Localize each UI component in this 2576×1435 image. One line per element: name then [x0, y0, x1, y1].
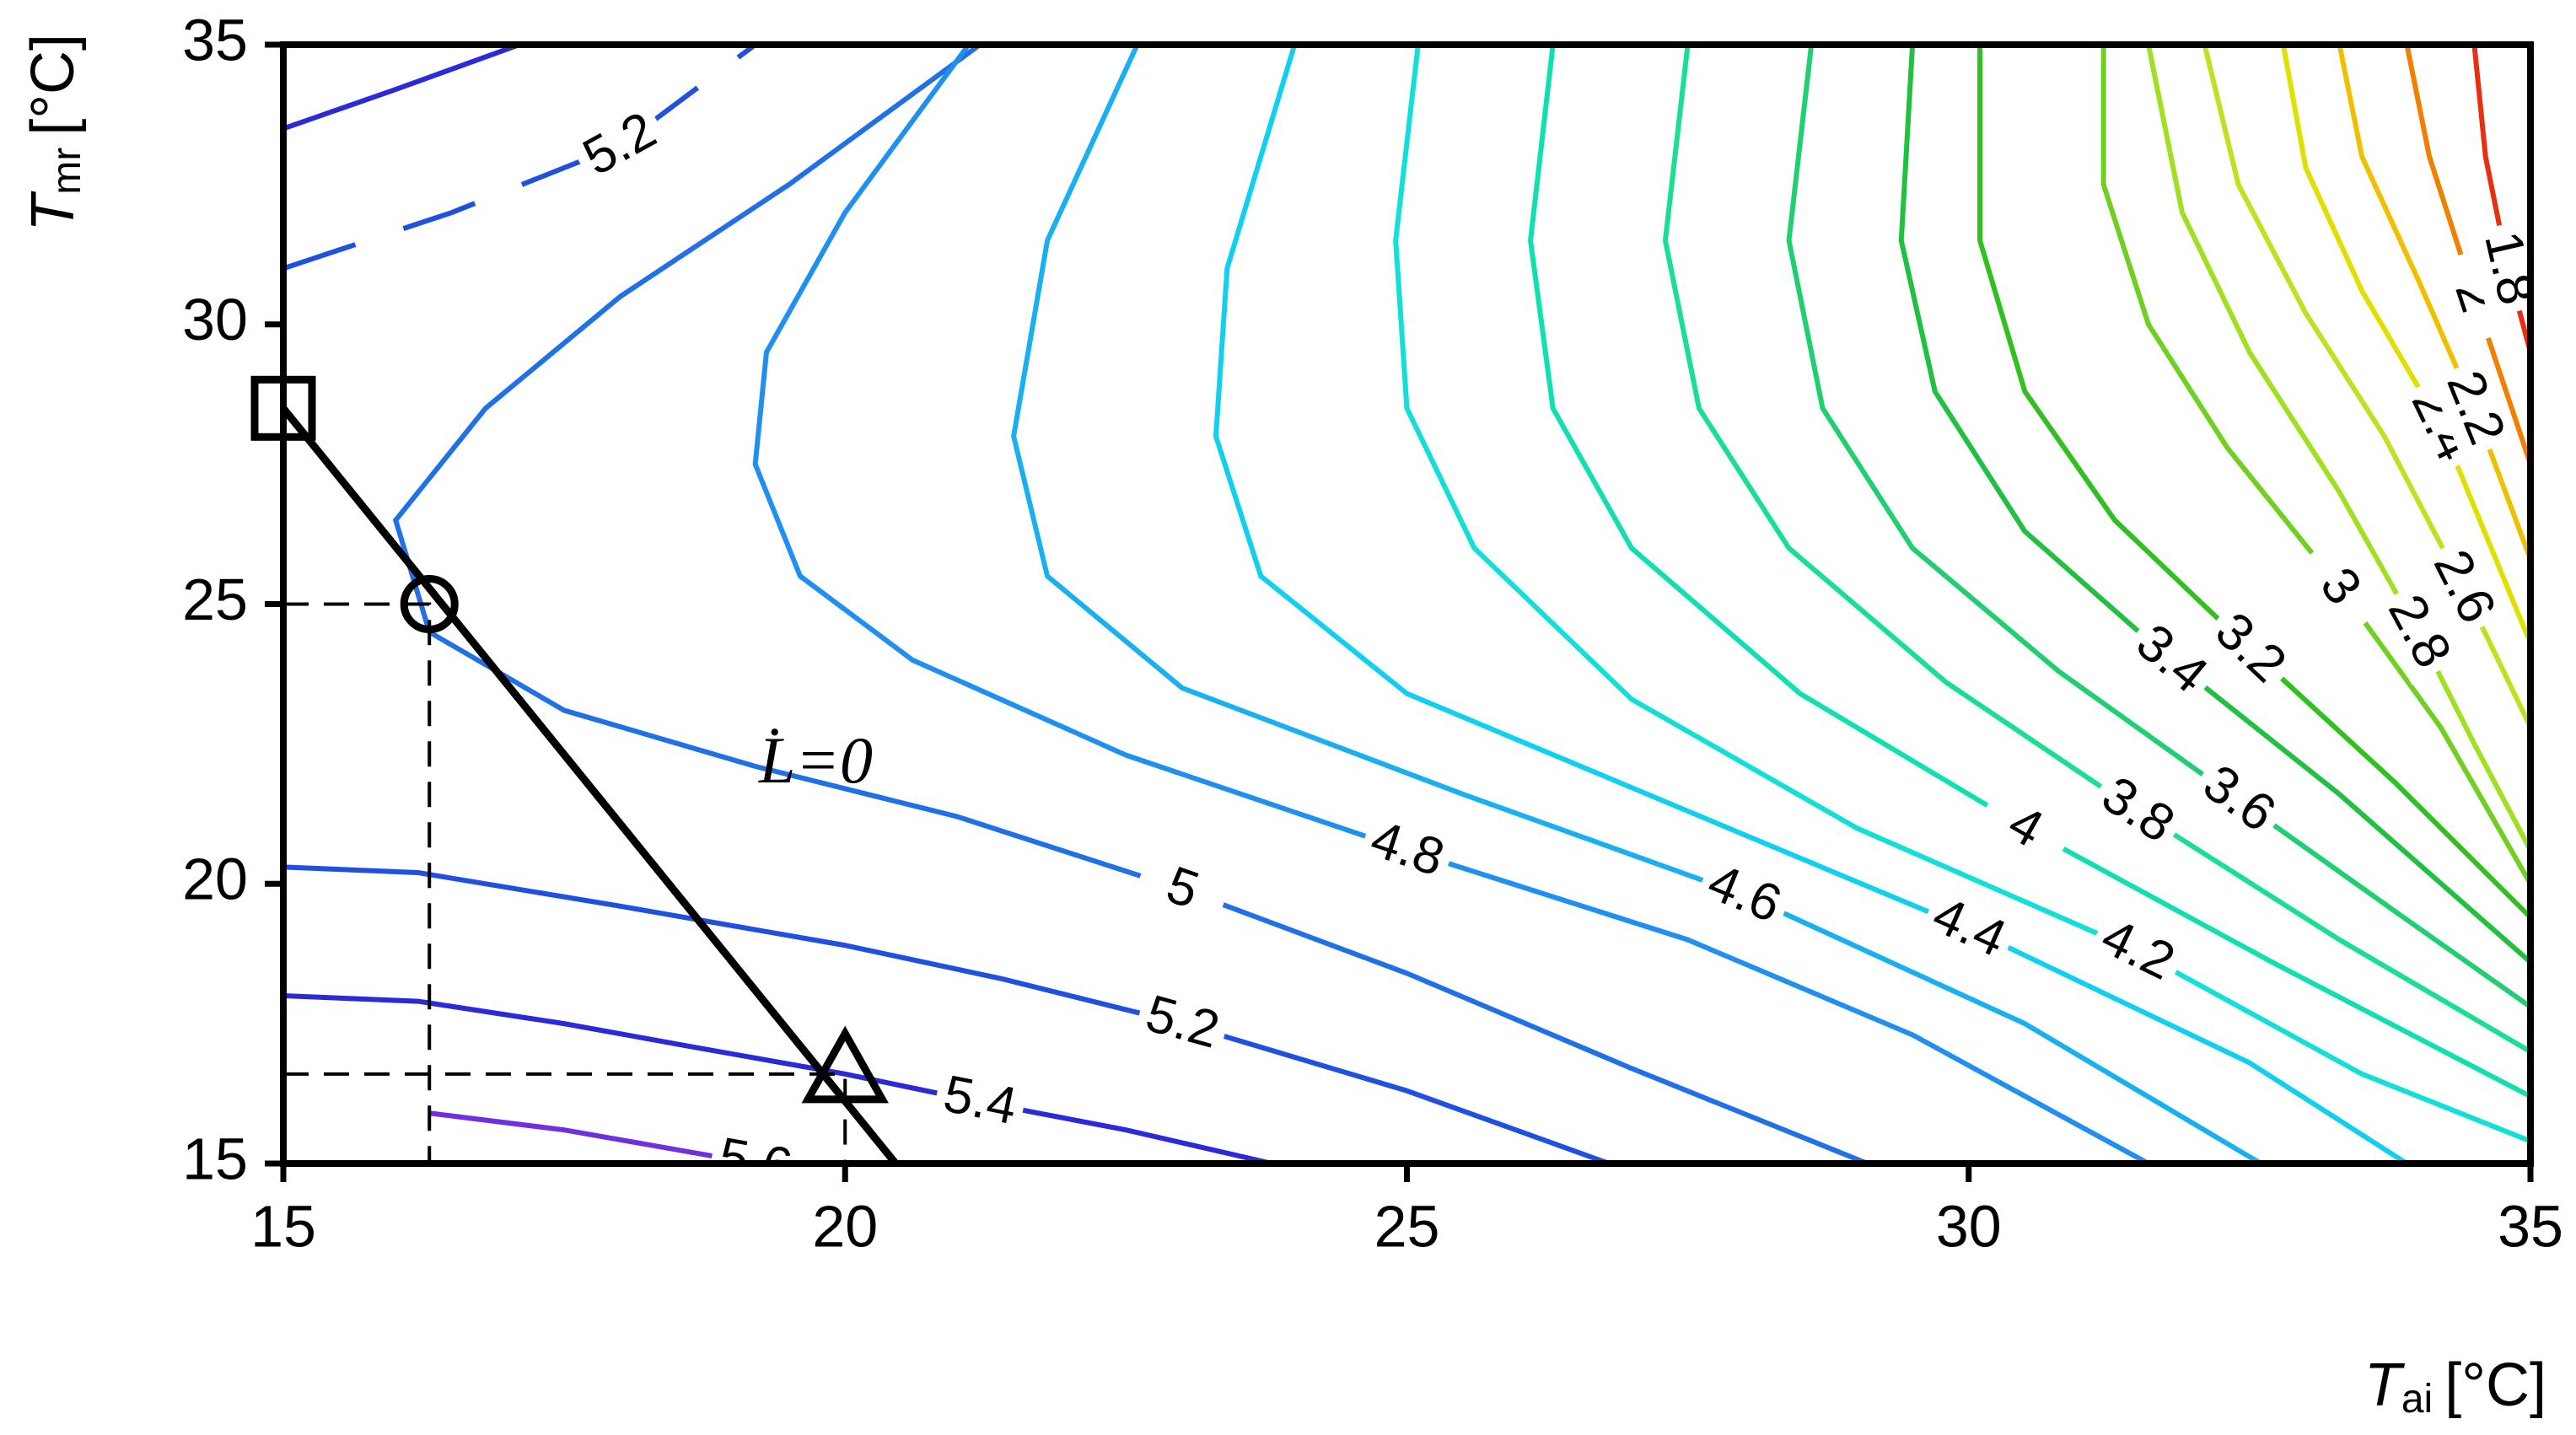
- contour-label-group: 4.4: [1916, 883, 2021, 975]
- contour-line: [283, 864, 1611, 1164]
- contour-label-bg: [1132, 982, 1233, 1065]
- contour-line: [1393, 45, 2530, 1144]
- contour-label-group: 4: [1971, 779, 2079, 876]
- marker-circle: [400, 575, 459, 633]
- contour-label-group: 5.2: [1132, 982, 1233, 1065]
- y-label-symbol: T: [19, 191, 87, 232]
- contour-label-group: 3: [2288, 534, 2390, 641]
- x-label-unit: [°C]: [2444, 1352, 2546, 1419]
- contour-label-group: 3.6: [2185, 750, 2292, 851]
- contour-label-bg: [2429, 356, 2520, 460]
- contour-line: [2404, 45, 2530, 465]
- guide-line: [283, 602, 432, 1164]
- x-label-symbol: T: [2364, 1352, 2406, 1419]
- contour-line: [1898, 45, 2530, 965]
- contour-line: [1662, 45, 2530, 1054]
- contour-label-bg: [2288, 534, 2390, 641]
- contour-label-group: 4.6: [1691, 850, 1797, 940]
- contour-label-bg: [2197, 596, 2303, 701]
- contour-line: [1213, 45, 2409, 1164]
- x-tick-label: 20: [812, 1193, 878, 1259]
- x-tick-label: 30: [1936, 1193, 2002, 1259]
- contour-line: [752, 45, 2150, 1164]
- y-label-subscript: mr: [45, 148, 89, 195]
- marker-triangle: [801, 1025, 889, 1104]
- contour-label-group: 3.8: [2084, 761, 2191, 861]
- contour-label-bg: [707, 1126, 804, 1164]
- contour-line: [283, 45, 757, 271]
- contour-label-bg: [1355, 808, 1459, 893]
- contour-label-bg: [1971, 779, 2079, 876]
- x-label-subscript: ai: [2401, 1377, 2433, 1422]
- guide-line: [283, 1072, 847, 1164]
- x-tick-label: 15: [250, 1193, 316, 1259]
- contour-line: [283, 45, 520, 132]
- contour-label-group: 2.2: [2429, 356, 2520, 460]
- marker-square: [250, 375, 316, 441]
- contour-line: [2146, 45, 2530, 852]
- contour-line: [428, 1110, 756, 1164]
- contour-label-bg: [2370, 578, 2466, 685]
- contour-line: [2337, 45, 2530, 561]
- contour-label: 5.2: [1140, 984, 1225, 1059]
- contour-label-bg: [1131, 846, 1234, 932]
- operating-line: [280, 406, 899, 1166]
- contour-line: [283, 992, 1273, 1164]
- contour-line: [392, 45, 1869, 1164]
- contour-label-bg: [2416, 534, 2510, 641]
- contour-line: [1977, 45, 2530, 920]
- y-axis-label: Tmr [°C]: [19, 34, 89, 232]
- plot-area: 5.65.45.25.254.84.6 4.4 4.24 3.8 3.63.43.23 2…: [283, 45, 2530, 1164]
- contour-line: [1011, 45, 2262, 1164]
- contour-line: [2280, 45, 2530, 645]
- contour-label: 3.4: [2126, 613, 2218, 704]
- contour-label-group: 5.4: [931, 1063, 1030, 1141]
- contour-label-bg: [931, 1063, 1030, 1141]
- contour-label-bg: [2185, 750, 2292, 851]
- contour-label-group: 4.8: [1355, 808, 1459, 893]
- y-label-unit: [°C]: [19, 34, 87, 136]
- plot-frame: [280, 41, 2534, 1167]
- contour-label-group: 5: [1131, 846, 1234, 932]
- y-tick-label: 15: [182, 1126, 248, 1191]
- x-tick-label: 35: [2498, 1193, 2563, 1259]
- y-tick-label: 35: [182, 7, 248, 73]
- contour-label: 5.4: [939, 1065, 1022, 1137]
- y-tick-label: 30: [182, 287, 248, 352]
- contour-line: [2100, 45, 2530, 885]
- contour-label-group: 3.4: [2117, 608, 2224, 712]
- contour-label-group: 4.2: [2084, 904, 2191, 998]
- contour-label-bg: [2117, 608, 2224, 712]
- contour-label-bg: [1691, 850, 1797, 940]
- x-axis-label: Tai [°C]: [2364, 1352, 2546, 1422]
- contour-label-bg: [1916, 883, 2021, 975]
- y-tick-label: 25: [182, 567, 248, 632]
- contour-label-bg: [2084, 761, 2191, 861]
- contour-line: [1786, 45, 2530, 1009]
- y-tick-label: 20: [182, 846, 248, 912]
- contour-label-group: 5.2: [567, 97, 674, 194]
- annotation: L̇=0: [758, 723, 873, 797]
- contour-label-bg: [2084, 904, 2191, 998]
- contour-label-bg: [567, 97, 674, 194]
- contour-label: 3.6: [2193, 754, 2286, 843]
- x-tick-label: 25: [1374, 1193, 1440, 1259]
- contour-line: [1528, 45, 2530, 1099]
- contour-label: 3.8: [2092, 766, 2185, 854]
